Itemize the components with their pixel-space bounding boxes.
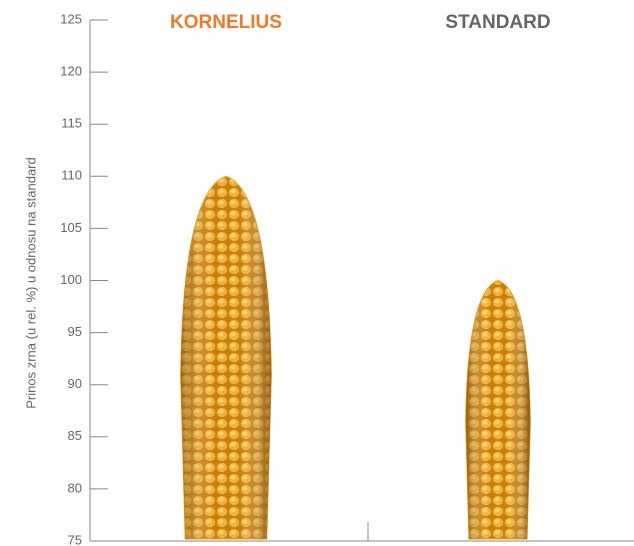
y-tick-label: 110 — [61, 168, 82, 183]
y-tick-label: 105 — [60, 220, 82, 235]
corn-cob-shade — [180, 176, 272, 540]
category-label: KORNELIUS — [170, 12, 282, 33]
y-tick-label: 100 — [60, 272, 82, 287]
y-tick-label: 120 — [60, 64, 82, 79]
corn-cob-shade — [465, 280, 531, 539]
y-tick-label: 90 — [68, 376, 82, 391]
y-tick-label: 75 — [68, 532, 82, 546]
y-axis-label: Prinos zrna (u rel. %) u odnosu na stand… — [23, 157, 38, 408]
category-label: STANDARD — [445, 12, 550, 33]
y-tick-label: 125 — [60, 11, 82, 26]
y-tick-label: 95 — [68, 324, 82, 339]
y-tick-label: 85 — [68, 428, 82, 443]
y-tick-label: 115 — [61, 116, 82, 131]
y-tick-label: 80 — [68, 480, 82, 495]
